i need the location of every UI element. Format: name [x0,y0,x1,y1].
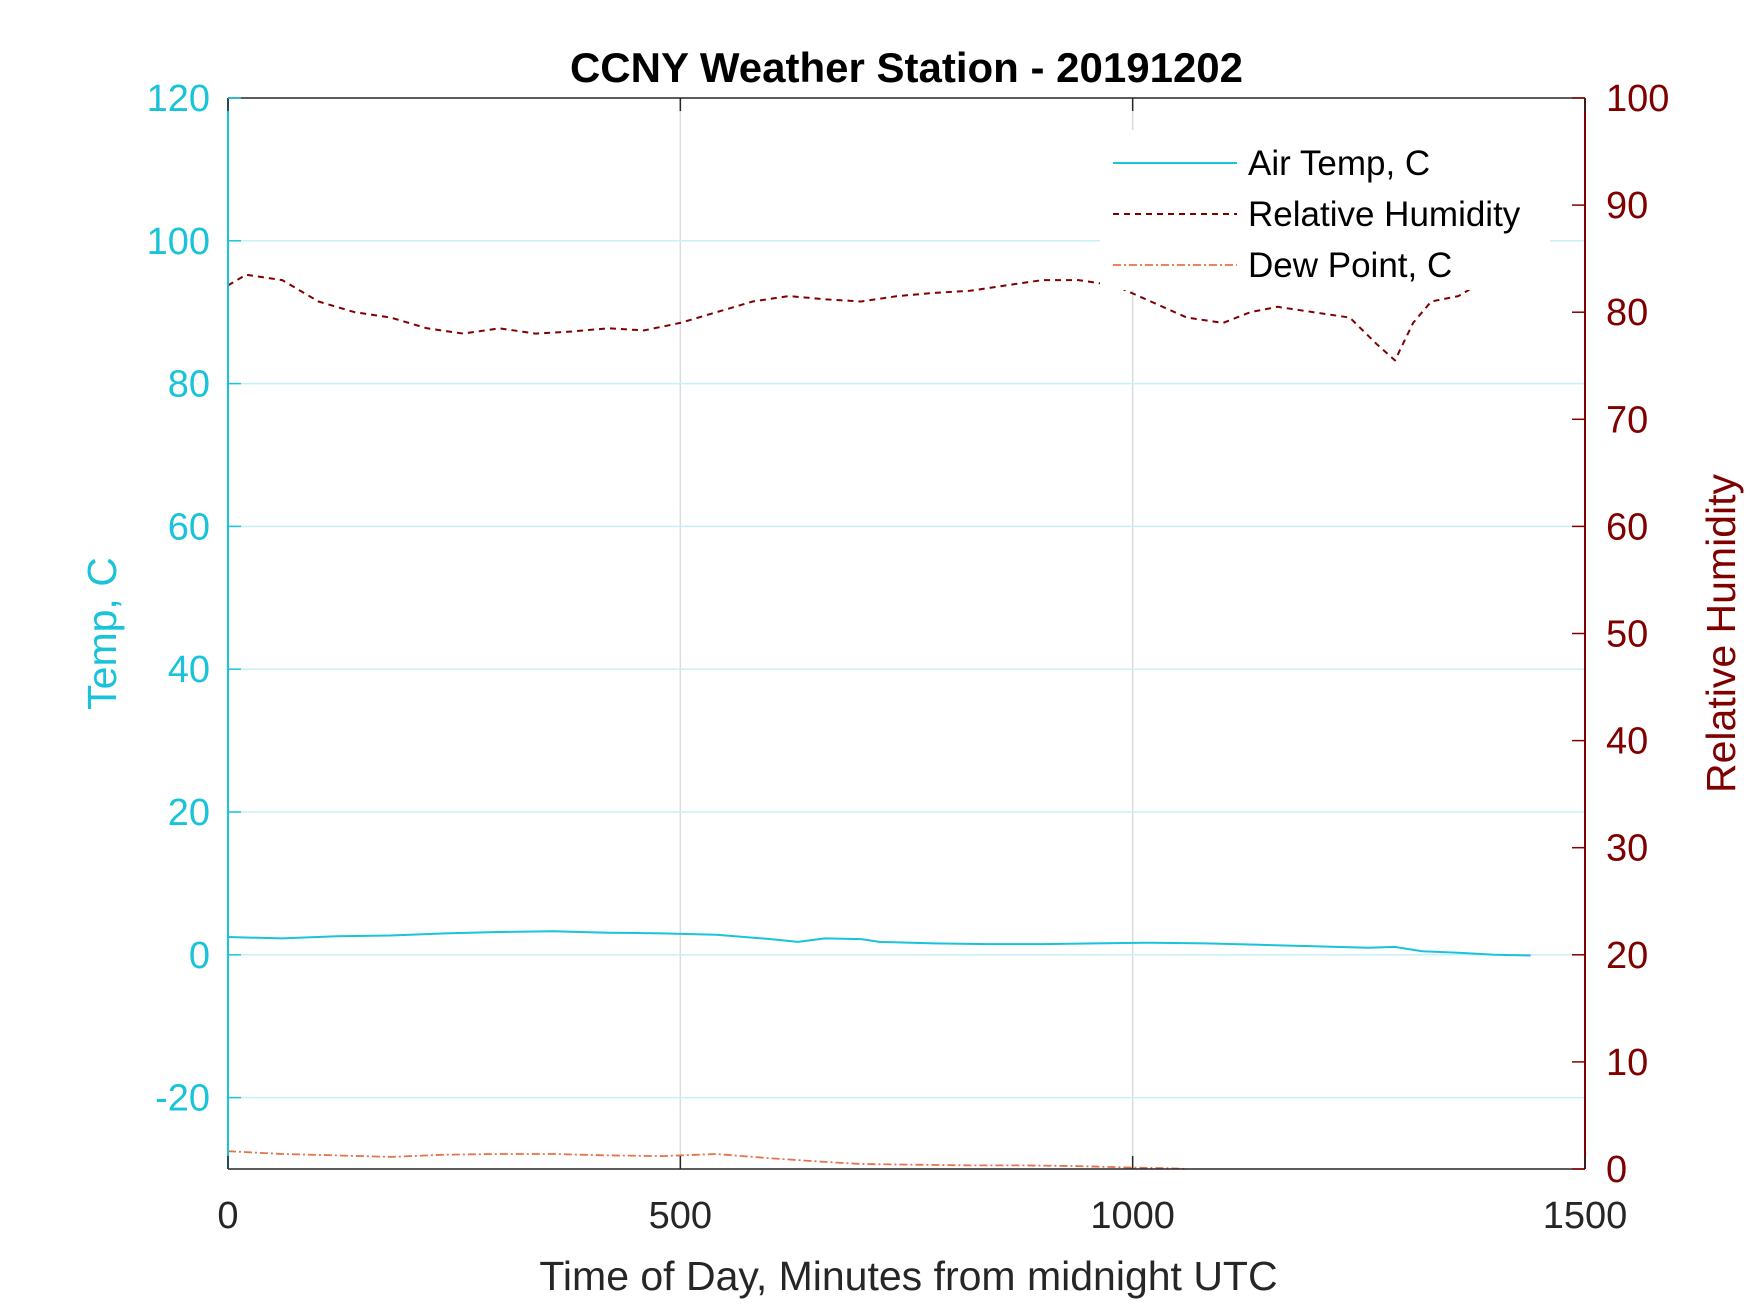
x-axis-label: Time of Day, Minutes from midnight UTC [539,1253,1277,1299]
series-line-relative-humidity [227,263,1536,362]
left-y-axis-label: Temp, C [79,557,125,710]
x-tick-label: 500 [649,1195,712,1237]
right-tick-label: 80 [1606,292,1648,334]
right-tick-label: 20 [1606,935,1648,977]
right-tick-label: 40 [1606,721,1648,763]
series-line-dew-point-c [227,1150,1187,1170]
x-tick-label: 1000 [1090,1195,1175,1237]
legend-box [1100,130,1550,290]
left-tick-label: 100 [147,221,210,263]
right-tick-label: 50 [1606,614,1648,656]
right-tick-label: 70 [1606,399,1648,441]
left-tick-label: 40 [168,649,210,691]
right-y-axis-label: Relative Humidity [1698,474,1744,793]
right-tick-label: 30 [1606,828,1648,870]
chart-title: CCNY Weather Station - 20191202 [570,44,1243,91]
series-layer [227,263,1536,1170]
series-line-air-temp-c [227,930,1531,957]
x-tick-label: 0 [217,1195,238,1237]
right-tick-label: 60 [1606,506,1648,548]
right-tick-label: 100 [1606,78,1669,120]
legend: Air Temp, C Relative Humidity Dew Point,… [1100,130,1550,290]
legend-label-relative-humidity: Relative Humidity [1248,195,1521,234]
left-tick-label: 20 [168,792,210,834]
legend-label-dew-point: Dew Point, C [1248,246,1452,285]
right-tick-label: 90 [1606,185,1648,227]
legend-label-air-temp: Air Temp, C [1248,144,1430,183]
axes [227,97,1586,1170]
left-tick-label: -20 [155,1078,210,1120]
right-tick-label: 10 [1606,1042,1648,1084]
left-tick-label: 80 [168,364,210,406]
left-tick-label: 60 [168,506,210,548]
x-tick-label: 1500 [1543,1195,1628,1237]
left-tick-label: 120 [147,78,210,120]
tick-labels: 0 500 1000 1500 -20 0 20 40 60 80 100 120 0 10 20 30 40 5… [147,78,1670,1237]
left-tick-label: 0 [189,935,210,977]
right-tick-label: 0 [1606,1149,1627,1191]
